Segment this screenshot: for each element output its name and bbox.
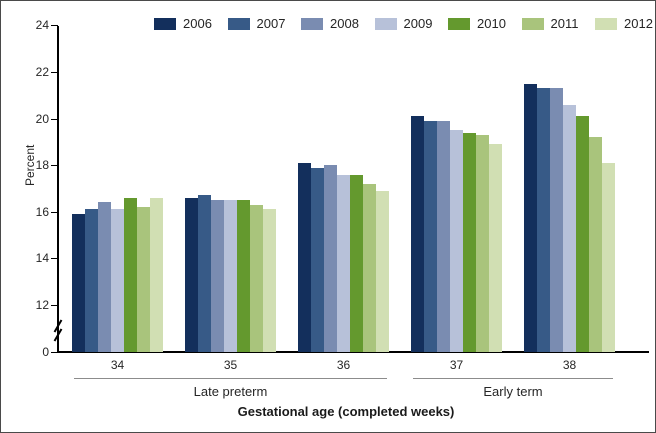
bar-2007-week34 [85, 209, 98, 352]
bar-2006-week35 [185, 197, 198, 352]
bar-2011-week37 [476, 134, 489, 352]
y-axis-tick [51, 352, 58, 353]
y-axis-tick [51, 72, 58, 73]
bar-2012-week34 [150, 197, 163, 352]
y-axis-tick-label: 18 [35, 158, 49, 173]
bar-2009-week37 [450, 130, 463, 352]
bar-2009-week34 [111, 209, 124, 352]
y-axis-tick [51, 165, 58, 167]
legend-swatch [448, 18, 470, 30]
legend-label: 2009 [403, 16, 433, 31]
bar-2012-week38 [602, 162, 615, 352]
legend-label: 2011 [550, 16, 579, 31]
bar-2007-week35 [198, 195, 211, 352]
bar-2008-week35 [211, 200, 224, 352]
y-axis-tick-label: 16 [35, 204, 49, 219]
bar-2007-week38 [537, 88, 550, 352]
y-axis-tick [51, 305, 58, 306]
bar-2010-week38 [576, 116, 589, 352]
x-category-label: 36 [336, 358, 351, 372]
bar-2006-week36 [298, 162, 311, 352]
legend-swatch [227, 18, 250, 30]
y-axis-tick-label: 12 [35, 298, 49, 312]
y-axis-tick [51, 118, 58, 120]
bar-2008-week34 [98, 202, 111, 352]
bar-2010-week34 [124, 197, 137, 352]
group-bracket-label: Early term [483, 384, 543, 399]
bar-2008-week37 [437, 120, 450, 352]
bar-2006-week34 [72, 214, 85, 352]
legend-swatch [374, 18, 397, 30]
bar-2009-week35 [224, 200, 237, 352]
legend-label: 2008 [330, 16, 359, 31]
y-axis-tick [51, 258, 58, 260]
legend-label: 2010 [477, 16, 506, 31]
group-bracket-line [413, 378, 613, 379]
x-category-label: 35 [223, 358, 238, 372]
x-category-label: 34 [110, 358, 125, 372]
bar-2011-week35 [250, 204, 263, 352]
x-category-label: 38 [562, 358, 577, 372]
bar-2007-week36 [311, 167, 324, 352]
y-axis-tick [51, 211, 58, 213]
group-bracket-label: Late preterm [193, 384, 268, 399]
y-axis-tick-label: 24 [35, 18, 49, 33]
bar-2010-week37 [463, 132, 476, 352]
bar-2011-week38 [589, 137, 602, 352]
bar-2006-week38 [524, 83, 537, 352]
bar-2007-week37 [424, 120, 437, 352]
x-category-label: 37 [449, 358, 464, 372]
y-axis-tick-label: 22 [35, 65, 49, 79]
legend-swatch [301, 18, 323, 30]
bar-2011-week34 [137, 207, 150, 352]
bar-2012-week37 [489, 144, 502, 352]
bar-2006-week37 [411, 116, 424, 352]
bar-2012-week36 [376, 190, 389, 352]
y-axis-tick [51, 25, 58, 27]
bar-2012-week35 [263, 209, 276, 352]
bar-2008-week38 [550, 88, 563, 352]
bar-2009-week38 [563, 104, 576, 352]
bar-2011-week36 [363, 183, 376, 352]
legend-swatch [595, 18, 617, 30]
legend-swatch [521, 18, 544, 30]
bar-2010-week35 [237, 200, 250, 352]
legend-label: 2006 [183, 16, 212, 31]
y-axis-tick-label: 0 [42, 345, 49, 359]
bar-2010-week36 [350, 174, 363, 352]
x-axis-title: Gestational age (completed weeks) [237, 404, 455, 419]
y-axis-tick-label: 20 [35, 111, 49, 126]
bar-2009-week36 [337, 174, 350, 352]
legend-label: 2012 [624, 16, 653, 31]
y-axis-line [57, 26, 59, 353]
bar-2008-week36 [324, 165, 337, 352]
y-axis-tick-label: 14 [35, 251, 49, 266]
legend-swatch [154, 18, 176, 30]
chart-legend: 2006 2007 2008 2009 2010 2011 2012 [1, 1, 655, 41]
group-bracket-line [74, 378, 387, 379]
legend-label: 2007 [256, 16, 286, 31]
x-axis-line [57, 351, 649, 353]
